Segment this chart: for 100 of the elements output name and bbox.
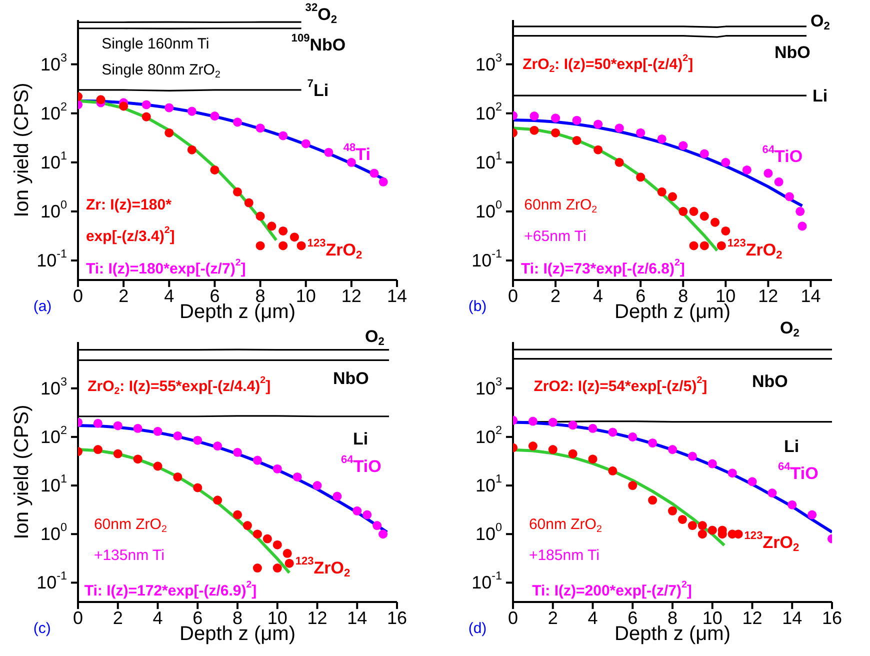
- x-tick-label: 12: [742, 608, 762, 628]
- series-label: NbO: [752, 371, 788, 390]
- point: [796, 206, 805, 216]
- point: [312, 481, 322, 490]
- point: [278, 131, 288, 140]
- annotation: Ti: I(z)=180*exp[-(z/7)$^{2}$]: [86, 257, 246, 277]
- point: [164, 103, 174, 112]
- point: [678, 514, 687, 524]
- y-tick-label: 10$^{0}$: [40, 198, 68, 222]
- point: [668, 192, 678, 202]
- point: [572, 136, 582, 145]
- point: [252, 564, 262, 573]
- point: [256, 124, 265, 133]
- point: [636, 172, 646, 182]
- x-tick-label: 4: [152, 608, 163, 628]
- series-label: O$_{2}$: [810, 10, 830, 32]
- point: [119, 102, 128, 111]
- series-label: Li: [353, 428, 368, 448]
- point: [608, 466, 618, 476]
- point: [594, 145, 603, 154]
- y-tick-label: 10$^{1}$: [40, 472, 67, 496]
- point: [678, 206, 688, 216]
- point: [798, 222, 807, 231]
- point: [588, 424, 598, 433]
- series-label: $^{123}$ZrO$_{2}$: [744, 530, 800, 554]
- point: [551, 128, 560, 138]
- y-tick-label: 10$^{1}$: [475, 149, 502, 172]
- point: [628, 432, 638, 442]
- point: [252, 456, 262, 465]
- point: [142, 100, 151, 110]
- point: [113, 449, 122, 458]
- point: [96, 95, 106, 104]
- text: (c): [33, 620, 51, 636]
- y-tick-label: 10$^{2}$: [40, 424, 67, 447]
- x-tick-label: 12: [307, 608, 328, 628]
- point: [290, 232, 299, 242]
- point: [142, 112, 151, 122]
- y-tick-label: 10$^{-1}$: [472, 570, 502, 593]
- x-tick-label: 0: [508, 608, 518, 628]
- annotation: 60nm ZrO$_{2}$: [528, 516, 602, 535]
- point: [133, 424, 142, 433]
- point: [678, 141, 688, 150]
- point: [278, 241, 288, 250]
- point: [568, 449, 578, 458]
- y-tick-label: 10$^{2}$: [475, 424, 502, 447]
- point: [272, 464, 282, 474]
- point: [267, 222, 276, 231]
- y-tick-label: 10$^{0}$: [475, 198, 502, 222]
- point: [568, 420, 578, 430]
- point: [378, 530, 388, 539]
- x-tick-label: 0: [72, 286, 84, 306]
- point: [710, 218, 720, 227]
- y-axis-title: Ion yield (CPS): [11, 82, 33, 218]
- x-tick-label: 0: [508, 286, 518, 306]
- point: [528, 416, 538, 426]
- series-label: $^{32}$O$_{2}$: [305, 2, 337, 26]
- x-tick-label: 12: [758, 286, 778, 306]
- point: [173, 472, 182, 482]
- point: [648, 496, 658, 505]
- point: [742, 165, 752, 174]
- point: [614, 124, 624, 133]
- point: [193, 436, 202, 445]
- point: [784, 192, 794, 202]
- point: [153, 426, 162, 436]
- point: [372, 521, 382, 530]
- series-label: Li: [812, 86, 828, 106]
- x-tick-label: 10: [296, 286, 316, 306]
- point: [272, 540, 282, 550]
- x-tick-label: 0: [72, 608, 84, 628]
- point: [232, 187, 242, 196]
- point: [232, 118, 242, 127]
- point: [808, 510, 817, 520]
- point: [378, 177, 388, 186]
- point: [708, 526, 717, 535]
- point: [93, 445, 102, 454]
- point: [193, 483, 202, 492]
- annotation: 60nm ZrO$_{2}$: [524, 196, 598, 216]
- point: [232, 510, 242, 520]
- point: [689, 206, 698, 216]
- series-label: $^{64}$TiO: [341, 454, 382, 476]
- series-label: O$_{2}$: [365, 326, 384, 348]
- point: [332, 492, 342, 501]
- annotation: Single 80nm ZrO$_{2}$: [102, 60, 220, 80]
- y-tick-label: 10$^{1}$: [40, 149, 67, 172]
- point: [698, 530, 707, 539]
- point: [262, 534, 272, 544]
- point: [689, 241, 698, 250]
- point: [657, 187, 666, 196]
- point: [572, 116, 582, 125]
- y-tick-label: 10$^{3}$: [40, 375, 67, 398]
- series-label: $^{109}$NbO: [291, 32, 346, 54]
- series-label: $^{64}$TiO: [762, 144, 803, 166]
- point: [748, 477, 757, 486]
- x-tick-label: 14: [347, 608, 368, 628]
- x-tick-label: 12: [341, 286, 362, 306]
- x-tick-label: 2: [548, 608, 558, 628]
- y-axis-title: Ion yield (CPS): [11, 404, 33, 540]
- x-tick-label: 2: [550, 286, 561, 306]
- annotation: ZrO$_{2}$: I(z)=55*exp[-(z/4.4)$^{2}$]: [88, 375, 271, 398]
- point: [700, 241, 709, 250]
